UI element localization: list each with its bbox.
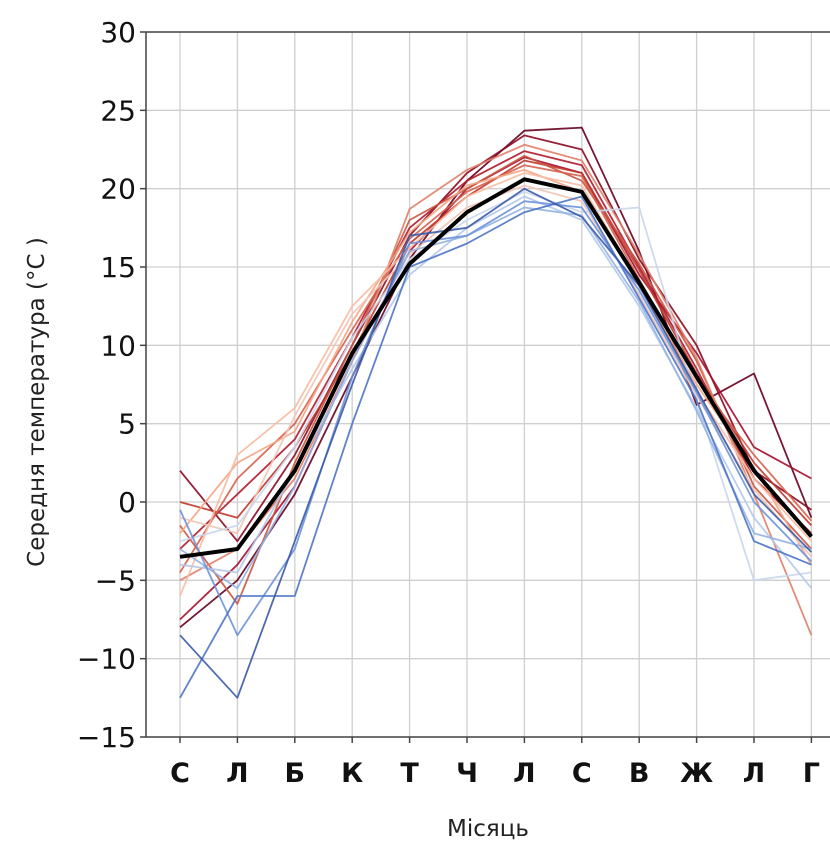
x-tick-label: Б: [285, 758, 306, 789]
y-tick-label: −15: [77, 721, 136, 754]
series-line-2: [179, 134, 812, 543]
x-tick-label: С: [170, 758, 190, 789]
series-line-8: [179, 143, 813, 636]
series-line-14: [179, 206, 812, 590]
y-tick-label: 10: [100, 329, 136, 362]
y-tick-label: 15: [100, 251, 136, 284]
y-axis-label: Середня температура (°C ): [24, 237, 50, 567]
x-tick-label: Ч: [456, 758, 478, 789]
series-line-15: [179, 200, 813, 637]
y-tick-label: −10: [77, 643, 136, 676]
x-tick-label: Т: [400, 758, 419, 789]
x-tick-label: Г: [803, 758, 820, 789]
y-tick-label: 25: [100, 94, 136, 127]
x-tick-label: Ж: [680, 758, 713, 789]
y-tick-label: 20: [100, 173, 136, 206]
gridlines: [146, 31, 830, 738]
series-line-16: [179, 195, 812, 699]
series-line-5: [179, 159, 813, 527]
y-tick-label: 5: [118, 408, 136, 441]
series-line-6: [179, 154, 813, 605]
x-tick-label: С: [572, 758, 592, 789]
x-axis-label: Місяць: [447, 816, 529, 842]
x-tick-label: К: [341, 758, 363, 789]
series-line-13: [179, 195, 813, 589]
x-tick-label: Л: [513, 758, 535, 789]
y-tick-label: 30: [100, 16, 136, 49]
y-tick-label: 0: [118, 486, 136, 519]
x-tick-label: В: [629, 758, 650, 789]
mean-line: [179, 177, 813, 559]
axes: [140, 31, 830, 743]
series-line-17: [179, 187, 813, 699]
series-line-1: [179, 126, 813, 628]
series-line-4: [179, 150, 813, 550]
mean-line-group: [179, 177, 813, 559]
y-tick-labels: 30 25 20 15 10 5 0 −5 −10 −15: [77, 16, 136, 754]
x-tick-label: Л: [226, 758, 248, 789]
x-tick-label: Л: [743, 758, 765, 789]
y-tick-label: −5: [95, 564, 136, 597]
